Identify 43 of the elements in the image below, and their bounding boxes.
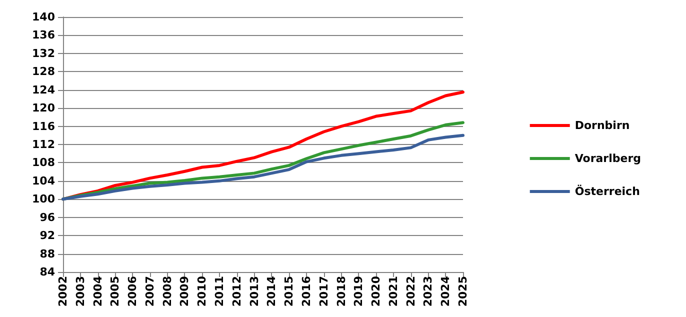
x-tick-label: 2018 (334, 276, 348, 307)
y-tick-label: 88 (40, 247, 55, 260)
x-tick-label: 2016 (300, 276, 313, 307)
x-tick-label: 2025 (456, 276, 470, 307)
x-tick-label: 2015 (282, 276, 296, 307)
legend-label: Österreich (574, 184, 640, 198)
legend-label: Vorarlberg (574, 152, 642, 165)
x-tick-label: 2013 (248, 276, 261, 307)
y-tick-label: 116 (32, 120, 56, 133)
x-tick-label: 2011 (213, 276, 226, 307)
x-tick-label: 2010 (196, 276, 209, 307)
y-tick-label: 92 (40, 229, 55, 242)
x-tick-label: 2007 (143, 276, 156, 307)
y-tick-label: 84 (40, 266, 56, 278)
x-tick-label: 2002 (56, 276, 70, 307)
x-tick-label: 2014 (265, 276, 278, 307)
y-tick-label: 128 (32, 65, 55, 78)
legend-label: Dornbirn (574, 119, 630, 132)
y-tick-label: 124 (32, 83, 56, 96)
y-tick-label: 132 (32, 46, 55, 60)
y-tick-label: 108 (32, 156, 55, 170)
x-tick-label: 2019 (352, 276, 366, 307)
y-tick-label: 112 (32, 138, 55, 151)
x-tick-label: 2021 (386, 276, 400, 307)
y-tick-label: 136 (32, 28, 56, 42)
x-tick-label: 2003 (74, 276, 87, 307)
x-tick-label: 2006 (126, 276, 140, 307)
x-tick-label: 2023 (422, 276, 435, 307)
y-tick-label: 96 (40, 210, 56, 224)
y-tick-label: 104 (32, 174, 56, 188)
x-tick-label: 2005 (108, 276, 122, 307)
x-tick-label: 2012 (230, 276, 244, 307)
x-tick-label: 2004 (91, 276, 104, 307)
x-tick-label: 2024 (439, 276, 452, 307)
y-tick-label: 120 (32, 102, 56, 115)
x-tick-label: 2009 (178, 276, 192, 307)
x-tick-label: 2022 (404, 276, 418, 307)
line-series (62, 134, 464, 201)
x-tick-label: 2020 (370, 276, 383, 307)
y-tick-label: 100 (32, 192, 56, 206)
x-tick-label: 2017 (317, 276, 330, 307)
y-tick-label: 140 (32, 10, 56, 24)
x-tick-label: 2008 (160, 276, 174, 307)
